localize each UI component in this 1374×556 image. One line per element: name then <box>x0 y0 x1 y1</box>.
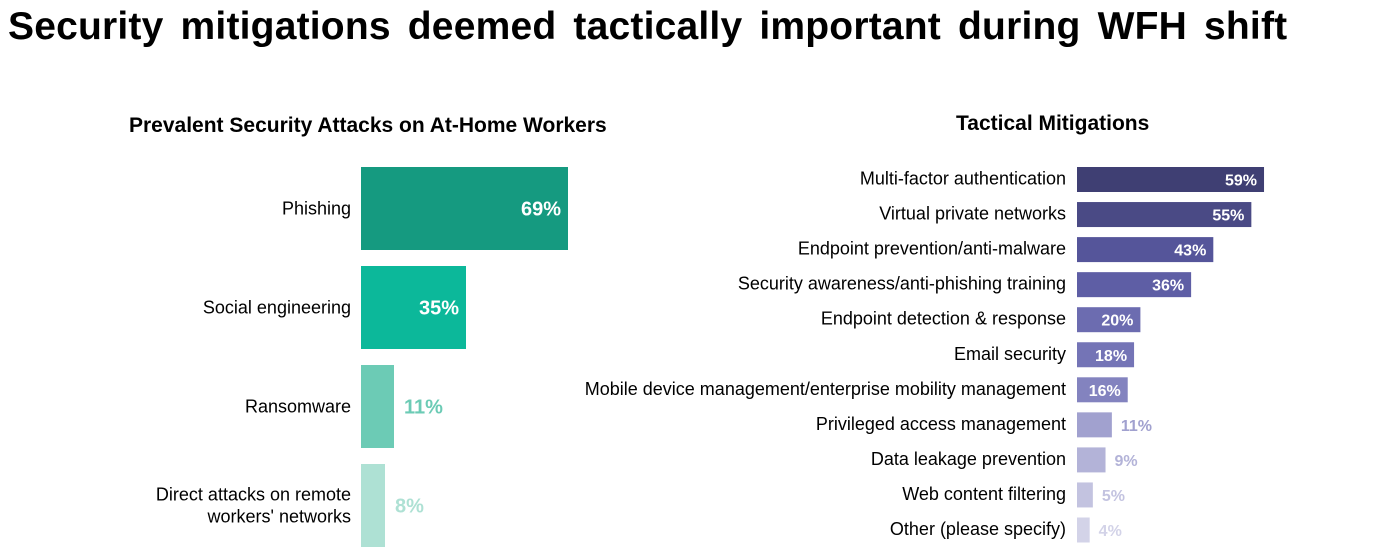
mitigation-category-label: Multi-factor authentication <box>860 169 1066 189</box>
mitigations-chart-title: Tactical Mitigations <box>956 112 1150 135</box>
mitigation-bar <box>1077 167 1265 192</box>
attack-value-label: 35% <box>419 298 459 320</box>
attack-bar <box>361 464 385 547</box>
mitigation-bar <box>1077 517 1090 543</box>
mitigation-value-label: 5% <box>1102 488 1125 505</box>
mitigation-value-label: 9% <box>1115 453 1138 470</box>
mitigation-bar <box>1077 202 1252 228</box>
mitigation-category-label: Endpoint prevention/anti-malware <box>798 239 1066 259</box>
mitigation-bar <box>1077 447 1106 473</box>
attack-category-label: Ransomware <box>245 397 351 417</box>
mitigation-bar <box>1077 272 1192 298</box>
mitigation-category-label: Endpoint detection & response <box>821 309 1066 329</box>
mitigation-value-label: 59% <box>1225 173 1257 190</box>
attack-category-label: Social engineering <box>203 298 351 318</box>
page-title: Security mitigations deemed tactically i… <box>8 5 1288 48</box>
mitigation-value-label: 36% <box>1152 278 1184 295</box>
mitigation-bar <box>1077 307 1141 333</box>
mitigation-category-label: Other (please specify) <box>890 519 1066 539</box>
attacks-chart-title: Prevalent Security Attacks on At-Home Wo… <box>129 114 607 137</box>
mitigation-category-label: Web content filtering <box>902 484 1066 504</box>
attack-value-label: 8% <box>395 496 424 518</box>
mitigation-value-label: 43% <box>1174 243 1206 260</box>
mitigation-category-label: Email security <box>954 344 1066 364</box>
mitigation-category-label: Mobile device management/enterprise mobi… <box>585 379 1066 399</box>
mitigation-bar <box>1077 482 1093 508</box>
mitigation-category-label: Privileged access management <box>816 414 1066 434</box>
attack-value-label: 11% <box>404 397 443 419</box>
mitigation-value-label: 55% <box>1212 208 1244 225</box>
mitigation-category-label: Security awareness/anti-phishing trainin… <box>738 274 1066 294</box>
attack-category-label: workers' networks <box>207 507 351 527</box>
mitigation-value-label: 11% <box>1121 418 1152 435</box>
mitigation-bar <box>1077 342 1135 368</box>
attack-category-label: Phishing <box>282 199 351 219</box>
mitigation-category-label: Data leakage prevention <box>871 449 1066 469</box>
attack-bar <box>361 266 466 349</box>
attack-category-label: Direct attacks on remote <box>156 485 351 505</box>
attack-bar <box>361 167 568 250</box>
mitigation-value-label: 4% <box>1099 523 1122 540</box>
mitigation-bar <box>1077 377 1128 403</box>
mitigation-value-label: 16% <box>1089 383 1121 400</box>
mitigation-value-label: 18% <box>1095 348 1127 365</box>
mitigation-bar <box>1077 412 1112 438</box>
mitigation-category-label: Virtual private networks <box>879 204 1066 224</box>
attack-value-label: 69% <box>521 199 561 221</box>
mitigation-value-label: 20% <box>1101 313 1133 330</box>
mitigation-bar <box>1077 237 1214 263</box>
attack-bar <box>361 365 394 448</box>
